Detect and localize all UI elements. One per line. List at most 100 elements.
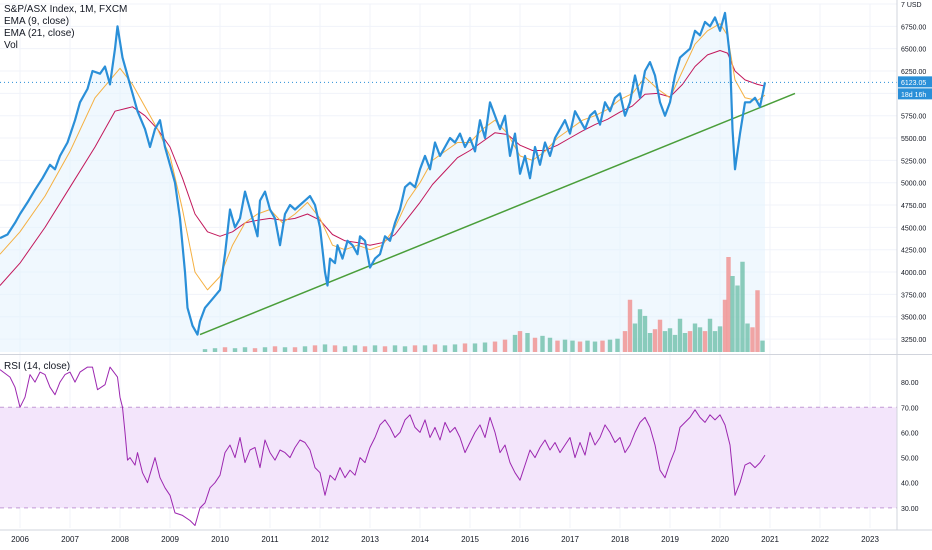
volume-bar [422, 345, 428, 352]
volume-bar [472, 343, 478, 352]
volume-bar [555, 340, 560, 352]
volume-bar [442, 345, 448, 352]
rsi-tick-label: 70.00 [901, 405, 919, 412]
last-price-label: 6123.05 [901, 80, 926, 87]
time-tick-label: 2023 [861, 535, 879, 544]
volume-bar [342, 346, 348, 352]
price-tick-label: 3250.00 [901, 337, 926, 344]
time-tick-label: 2009 [161, 535, 179, 544]
trendline [199, 92, 796, 336]
time-tick-label: 2017 [561, 535, 579, 544]
rsi-legend: RSI (14, close) [4, 361, 70, 373]
volume-bar [502, 339, 508, 352]
volume-bar [577, 341, 583, 352]
price-tick-label: 6250.00 [901, 69, 926, 76]
price-tick-label: 4250.00 [901, 248, 926, 255]
volume-bar [432, 344, 438, 352]
volume-bar [585, 340, 590, 352]
rsi-legend-label[interactable]: RSI (14, close) [4, 361, 71, 372]
time-tick-label: 2007 [61, 535, 79, 544]
countdown-label: 18d 16h [901, 92, 926, 99]
volume-bar [372, 345, 378, 352]
volume-legend[interactable]: Vol [4, 40, 18, 51]
volume-bar [322, 344, 328, 352]
volume-bar [242, 347, 248, 352]
volume-bar [652, 329, 658, 352]
time-tick-label: 2011 [261, 535, 279, 544]
volume-bar [692, 323, 698, 352]
volume-bar [702, 331, 708, 352]
volume-bar [382, 346, 388, 352]
volume-bar [412, 345, 418, 352]
volume-bar [615, 338, 620, 352]
price-tick-label: 5250.00 [901, 158, 926, 165]
volume-bar [392, 345, 398, 352]
price-tick-label: 6750.00 [901, 24, 926, 31]
price-line [0, 11, 767, 336]
rsi-line [0, 366, 766, 526]
volume-bar [750, 327, 755, 352]
time-tick-label: 2008 [111, 535, 129, 544]
volume-bar [657, 319, 663, 352]
last-price-badge [898, 76, 932, 88]
price-tick-label: 4750.00 [901, 203, 926, 210]
time-tick-label: 2014 [411, 535, 429, 544]
volume-bar [532, 337, 538, 352]
volume-bar [682, 333, 688, 352]
volume-bar [517, 331, 523, 352]
volume-bar [745, 323, 750, 352]
rsi-tick-label: 80.00 [901, 380, 919, 387]
volume-bar [272, 346, 278, 352]
volume-bar [637, 309, 643, 352]
volume-bar [677, 318, 683, 352]
rsi-tick-label: 60.00 [901, 430, 919, 437]
time-tick-label: 2019 [661, 535, 679, 544]
volume-bar [562, 339, 568, 352]
price-tick-label: 5000.00 [901, 181, 926, 188]
time-tick-label: 2018 [611, 535, 629, 544]
time-tick-label: 2006 [11, 535, 29, 544]
volume-bar [252, 348, 258, 352]
time-tick-label: 2010 [211, 535, 229, 544]
ema9-legend[interactable]: EMA (9, close) [4, 16, 70, 27]
price-tick-label: 5750.00 [901, 114, 926, 121]
volume-bar [332, 345, 338, 352]
volume-bar [667, 328, 673, 352]
ema21-legend[interactable]: EMA (21, close) [4, 28, 75, 39]
volume-bar [262, 347, 268, 352]
volume-bar [600, 340, 605, 352]
volume-bar [540, 335, 545, 352]
main-legend: S&P/ASX Index, 1M, FXCM EMA (9, close) E… [4, 4, 127, 52]
price-tick-label: 6500.00 [901, 47, 926, 54]
volume-bar [212, 348, 218, 352]
symbol-title[interactable]: S&P/ASX Index, 1M, FXCM [4, 4, 128, 15]
volume-bar [482, 342, 488, 352]
time-tick-label: 2021 [761, 535, 779, 544]
price-tick-label: 4000.00 [901, 270, 926, 277]
volume-bar [292, 347, 298, 352]
volume-bar [302, 346, 308, 352]
ema21-line [0, 50, 766, 286]
volume-bar [312, 345, 318, 352]
volume-bar [697, 327, 703, 352]
volume-bar [707, 318, 713, 352]
volume-bar [627, 299, 633, 352]
volume-bar [722, 299, 728, 352]
time-tick-label: 2022 [811, 535, 829, 544]
volume-bar [592, 341, 598, 352]
volume-bar [622, 331, 628, 352]
volume-bar [232, 348, 238, 352]
price-tick-label: 3750.00 [901, 292, 926, 299]
volume-bar [452, 344, 458, 352]
volume-bar [647, 333, 653, 352]
volume-bar [730, 276, 735, 352]
time-tick-label: 2016 [511, 535, 529, 544]
time-tick-label: 2015 [461, 535, 479, 544]
price-area-fill [0, 12, 765, 353]
volume-bar [726, 257, 731, 352]
volume-bar [352, 345, 358, 352]
volume-bar [662, 331, 668, 352]
countdown-badge [898, 88, 932, 100]
rsi-band [0, 407, 897, 508]
